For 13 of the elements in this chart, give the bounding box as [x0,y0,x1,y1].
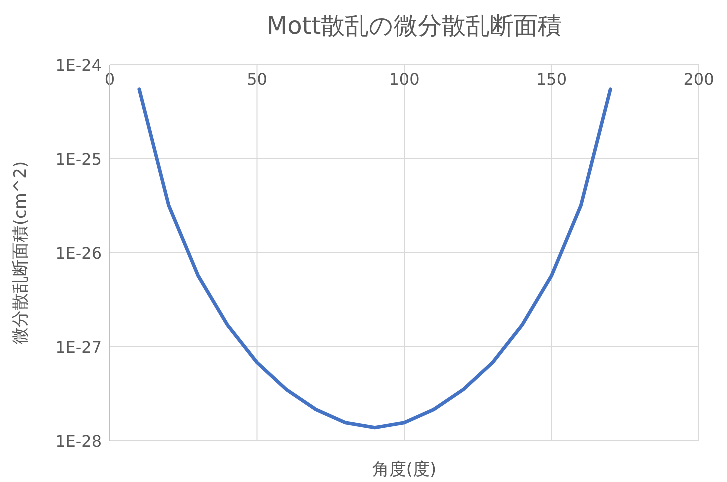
x-axis-title: 角度(度) [372,460,437,480]
line-series [138,88,612,430]
chart-title: Mott散乱の微分散乱断面積 [266,12,562,40]
x-tick-label: 150 [536,70,568,89]
y-tick-label: 1E-24 [56,56,102,75]
y-tick-label: 1E-25 [56,150,102,169]
x-tick-label: 50 [247,70,268,89]
y-tick-label: 1E-28 [56,432,102,451]
y-tick-label: 1E-27 [56,338,102,357]
y-tick-label: 1E-26 [56,244,102,263]
y-axis-title: 微分散乱断面積(cm^2) [11,161,31,345]
x-tick-label: 200 [684,70,714,89]
x-tick-label: 100 [389,70,420,89]
